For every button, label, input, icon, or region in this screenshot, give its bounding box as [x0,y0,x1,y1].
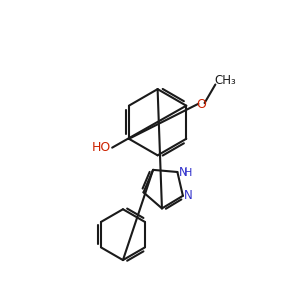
Text: CH₃: CH₃ [214,74,236,87]
Text: HO: HO [92,141,111,154]
Text: O: O [196,98,206,111]
Text: N: N [179,166,188,179]
Text: N: N [184,189,193,202]
Text: H: H [184,168,192,178]
